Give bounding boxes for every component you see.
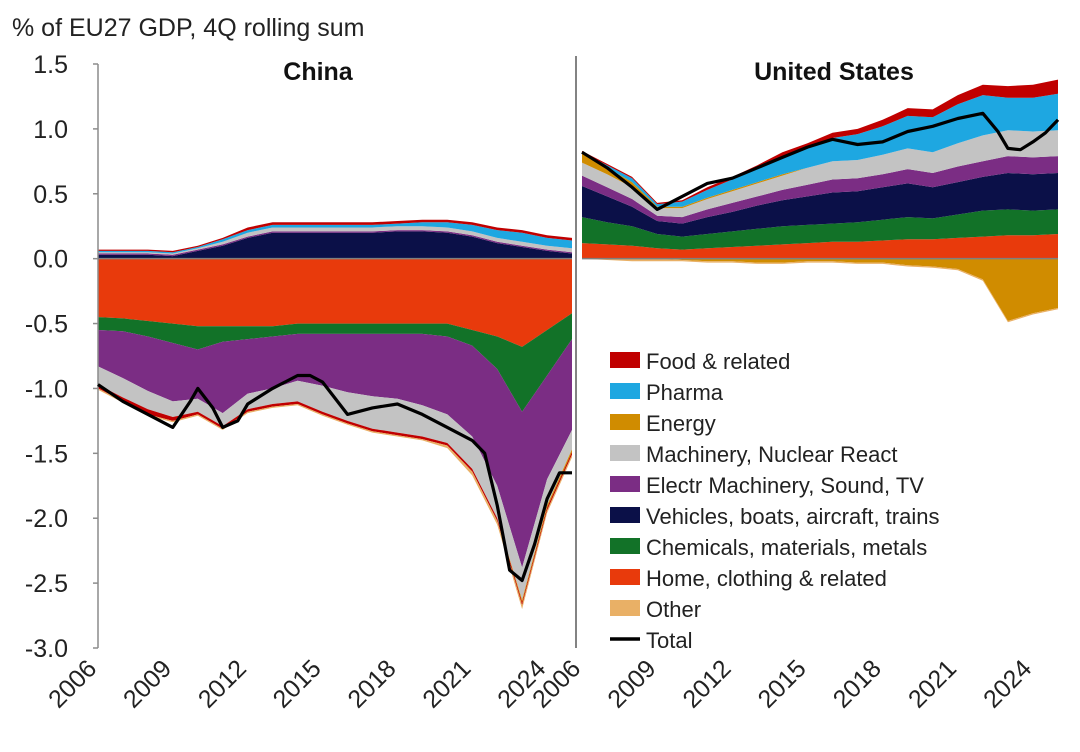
legend-label-food: Food & related <box>646 349 790 374</box>
china-area-machinery-neg <box>98 366 572 600</box>
legend-label-total: Total <box>646 628 692 653</box>
us-area-pharma-pos <box>582 93 1058 207</box>
us-area-home-pos <box>582 234 1058 259</box>
us-total-line <box>581 111 1060 211</box>
legend-label-energy: Energy <box>646 411 716 436</box>
china-x-tick-label: 2006 <box>43 654 102 713</box>
legend-swatch-food <box>610 352 640 368</box>
us-x-tick-label: 2015 <box>753 654 812 713</box>
legend-swatch-electr <box>610 476 640 492</box>
y-tick-label: 0.5 <box>33 181 68 209</box>
us-area-energy-neg <box>582 258 1058 321</box>
y-tick-label: -2.0 <box>25 505 68 533</box>
china-x-tick-label: 2009 <box>118 654 177 713</box>
us-panel-title: United States <box>754 58 914 86</box>
us-x-tick-label: 2012 <box>677 654 736 713</box>
china-x-tick-label: 2012 <box>193 654 252 713</box>
y-tick-label: -1.0 <box>25 375 68 403</box>
us-x-tick-label: 2024 <box>978 654 1037 713</box>
china-x-tick-label: 2015 <box>268 654 327 713</box>
y-tick-label: 1.5 <box>33 51 68 79</box>
china-x-tick-label: 2018 <box>342 654 401 713</box>
us-area-chemicals-pos <box>582 209 1058 250</box>
total-lines <box>97 111 1060 583</box>
china-panel-title: China <box>283 58 354 86</box>
legend-label-vehicles: Vehicles, boats, aircraft, trains <box>646 504 939 529</box>
china-area-chemicals-neg <box>98 313 572 412</box>
china-x-tick-label: 2021 <box>417 654 476 713</box>
legend-label-machinery: Machinery, Nuclear React <box>646 442 897 467</box>
chart-legend: Food & related Pharma Energy Machinery, Nuc… <box>610 349 939 653</box>
legend-swatch-energy <box>610 414 640 430</box>
chart-areas <box>98 79 1058 610</box>
legend-swatch-home <box>610 569 640 585</box>
legend-swatch-machinery <box>610 445 640 461</box>
legend-swatch-pharma <box>610 383 640 399</box>
us-x-tick-label: 2009 <box>602 654 661 713</box>
legend-label-other: Other <box>646 597 701 622</box>
us-area-machinery-pos <box>582 130 1058 218</box>
us-area-electr-pos <box>582 156 1058 224</box>
y-tick-label: -2.5 <box>25 570 68 598</box>
legend-label-home: Home, clothing & related <box>646 566 887 591</box>
legend-label-electr: Electr Machinery, Sound, TV <box>646 473 924 498</box>
y-tick-label: -1.5 <box>25 440 68 468</box>
us-x-tick-label: 2021 <box>903 654 962 713</box>
y-tick-label: -0.5 <box>25 311 68 339</box>
us-x-tick-label: 2018 <box>828 654 887 713</box>
us-area-vehicles-pos <box>582 173 1058 237</box>
y-tick-label: -3.0 <box>25 635 68 663</box>
legend-label-chemicals: Chemicals, materials, metals <box>646 535 927 560</box>
china-total-line <box>97 373 572 583</box>
china-area-electr-neg <box>98 330 572 568</box>
legend-swatch-other <box>610 600 640 616</box>
china-area-home-neg <box>98 258 572 347</box>
legend-swatch-vehicles <box>610 507 640 523</box>
y-axis-unit-label: % of EU27 GDP, 4Q rolling sum <box>12 14 365 42</box>
china-area-vehicles-pos <box>98 231 572 259</box>
legend-label-pharma: Pharma <box>646 380 724 405</box>
y-tick-label: 0.0 <box>33 246 68 274</box>
legend-swatch-chemicals <box>610 538 640 554</box>
y-tick-label: 1.0 <box>33 116 68 144</box>
